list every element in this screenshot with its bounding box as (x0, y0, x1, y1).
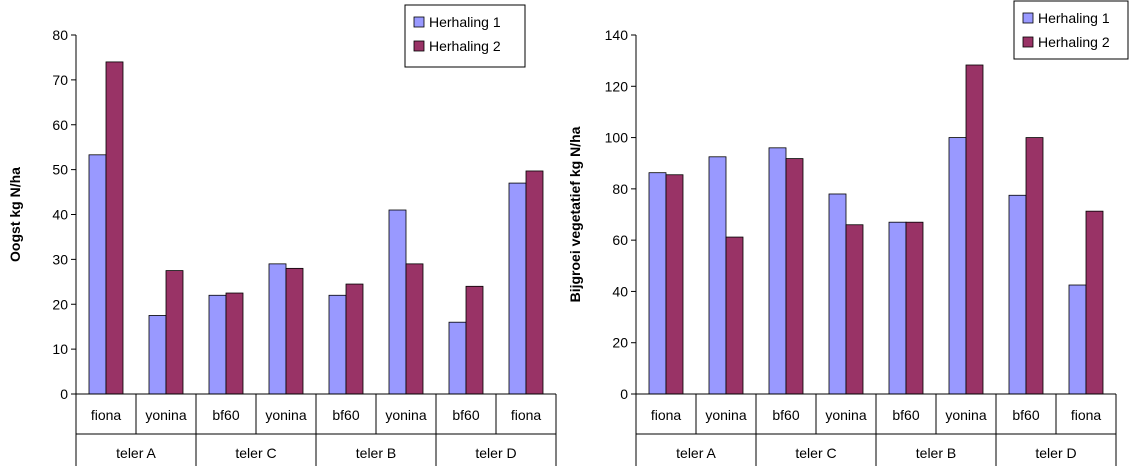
legend-box (404, 4, 526, 68)
legend-label-1: Herhaling 1 (429, 14, 501, 30)
category-label: bf60 (332, 407, 359, 423)
y-tick-label: 50 (52, 162, 68, 178)
group-label: teler C (235, 445, 276, 461)
oogst-chart: Oogst kg N/ha 0 10 20 30 40 50 60 70 80 fiona yonin… (7, 4, 557, 466)
category-label: bf60 (892, 407, 919, 423)
category-label: yonina (705, 407, 746, 423)
bar-1 (948, 137, 967, 395)
legend-swatch-2 (413, 40, 425, 52)
bar-1 (148, 315, 167, 395)
category-label: yonina (385, 407, 426, 423)
bar-1 (508, 182, 527, 395)
y-tick-label: 40 (52, 207, 68, 223)
y-tick-label: 140 (605, 27, 629, 43)
category-label: fiona (511, 407, 542, 423)
legend-swatch-2 (1022, 36, 1034, 48)
bijgroei-chart: Bijgroei vegetatief kg N/ha 0 20 40 60 80 100 1… (567, 0, 1129, 466)
bar-2 (165, 270, 184, 395)
y-tick-label: 0 (60, 386, 68, 402)
bar-2 (1025, 137, 1044, 395)
group-label: teler A (116, 445, 156, 461)
y-axis-label: Bijgroei vegetatief kg N/ha (567, 126, 583, 302)
bar-2 (285, 267, 304, 395)
y-tick-label: 60 (612, 232, 628, 248)
category-label: fiona (1071, 407, 1102, 423)
group-label: teler D (1035, 445, 1076, 461)
y-tick-label: 10 (52, 341, 68, 357)
category-label: bf60 (772, 407, 799, 423)
y-tick-label: 100 (605, 130, 629, 146)
y-tick-label: 20 (52, 296, 68, 312)
category-label: bf60 (212, 407, 239, 423)
legend-label-2: Herhaling 2 (1038, 34, 1110, 50)
group-label: teler B (916, 445, 956, 461)
bar-1 (828, 193, 847, 395)
bar-2 (405, 263, 424, 395)
bar-1 (708, 156, 727, 395)
bar-1 (1068, 284, 1087, 395)
group-label: teler C (795, 445, 836, 461)
bar-2 (665, 174, 684, 395)
bar-1 (448, 321, 467, 395)
y-tick-label: 0 (620, 386, 628, 402)
y-tick-label: 60 (52, 117, 68, 133)
bar-2 (965, 64, 984, 395)
category-label: yonina (825, 407, 866, 423)
bar-2 (465, 285, 484, 395)
y-tick-label: 120 (605, 78, 629, 94)
category-label: fiona (651, 407, 682, 423)
category-label: yonina (265, 407, 306, 423)
legend-swatch-1 (1022, 12, 1034, 24)
y-tick-label: 80 (52, 27, 68, 43)
y-tick-label: 70 (52, 72, 68, 88)
y-tick-label: 20 (612, 335, 628, 351)
bar-2 (905, 221, 924, 395)
legend-label-1: Herhaling 1 (1038, 10, 1110, 26)
y-axis-label: Oogst kg N/ha (7, 167, 23, 262)
bar-1 (648, 172, 667, 395)
category-label: yonina (945, 407, 986, 423)
y-tick-label: 30 (52, 251, 68, 267)
bar-2 (225, 292, 244, 395)
category-label: bf60 (1012, 407, 1039, 423)
category-label: yonina (145, 407, 186, 423)
group-label: teler A (676, 445, 716, 461)
group-label: teler D (475, 445, 516, 461)
bar-2 (845, 224, 864, 395)
bar-2 (345, 283, 364, 395)
category-label: fiona (91, 407, 122, 423)
bar-2 (525, 170, 544, 395)
bar-2 (785, 158, 804, 395)
bar-1 (268, 263, 287, 395)
bar-1 (888, 221, 907, 395)
bar-1 (208, 294, 227, 395)
group-label: teler B (356, 445, 396, 461)
y-tick-label: 40 (612, 283, 628, 299)
bar-1 (768, 147, 787, 395)
bar-2 (1085, 210, 1104, 395)
bar-1 (88, 154, 107, 395)
bar-2 (105, 61, 124, 395)
bar-1 (328, 294, 347, 395)
bar-1 (1008, 194, 1027, 395)
legend-swatch-1 (413, 16, 425, 28)
legend-box (1013, 0, 1129, 60)
bar-1 (388, 209, 407, 395)
y-tick-label: 80 (612, 181, 628, 197)
bar-2 (725, 236, 744, 395)
legend-label-2: Herhaling 2 (429, 38, 501, 54)
category-label: bf60 (452, 407, 479, 423)
